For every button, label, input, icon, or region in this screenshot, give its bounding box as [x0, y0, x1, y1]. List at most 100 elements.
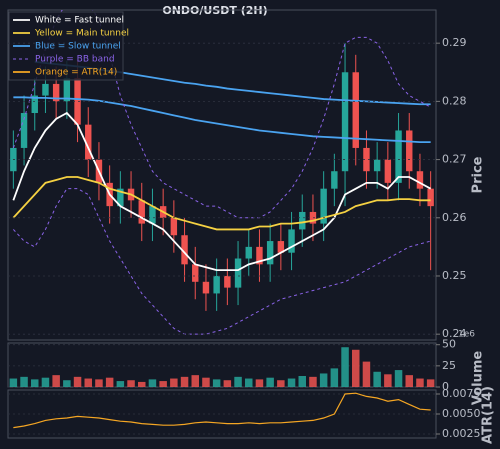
- candle-body: [138, 200, 145, 224]
- volume-bar: [52, 375, 60, 387]
- y-tick-label: 50: [442, 338, 456, 351]
- volume-bar: [148, 379, 157, 387]
- y-tick-label: 0.26: [442, 211, 467, 224]
- candle-body: [427, 188, 434, 207]
- y-tick-label: 25: [442, 359, 456, 372]
- candle-body: [331, 171, 338, 189]
- y-tick-label: 0.0075: [442, 387, 481, 400]
- volume-multiplier: 1e6: [458, 330, 475, 340]
- candle-body: [117, 188, 124, 207]
- volume-bar: [105, 377, 114, 387]
- candle-body: [299, 211, 306, 230]
- candle-body: [373, 159, 381, 172]
- legend-label: White = Fast tunnel: [35, 16, 124, 26]
- candle-body: [74, 78, 81, 125]
- volume-bar: [73, 376, 82, 387]
- y-tick-label: 0.0050: [442, 407, 481, 420]
- candle-body: [224, 275, 231, 288]
- candle-body: [320, 188, 327, 224]
- candle-body: [395, 130, 402, 183]
- candle-body: [341, 72, 349, 172]
- candle-body: [192, 264, 199, 282]
- volume-bar: [41, 377, 50, 387]
- candle-body: [234, 258, 242, 288]
- candle-body: [52, 83, 60, 102]
- volume-bar: [384, 374, 392, 387]
- volume-bar: [9, 378, 18, 387]
- volume-bar: [159, 381, 167, 387]
- legend-label: Orange = ATR(14): [35, 68, 117, 78]
- volume-bar: [95, 379, 103, 387]
- volume-bar: [416, 378, 424, 387]
- volume-bar: [298, 376, 306, 387]
- volume-bar: [20, 376, 28, 387]
- volume-bar: [63, 380, 71, 387]
- candle-body: [63, 78, 71, 102]
- y-tick-label: 0.24: [442, 327, 467, 340]
- candle-body: [181, 235, 188, 265]
- line: [12, 111, 432, 272]
- y-axis-label: Price: [471, 156, 486, 193]
- volume-bar: [362, 361, 371, 387]
- volume-bar: [373, 371, 381, 387]
- volume-bar: [234, 376, 242, 387]
- candle-body: [42, 83, 49, 96]
- candle-body: [288, 229, 295, 253]
- volume-bar: [31, 379, 39, 387]
- candle-body: [406, 130, 413, 172]
- volume-bar: [116, 381, 125, 387]
- atr-axis-label: ATR(14): [481, 386, 496, 444]
- volume-bar: [287, 378, 296, 387]
- volume-bar: [191, 375, 199, 387]
- volume-bar: [255, 379, 264, 387]
- line: [13, 392, 431, 429]
- y-tick-label: 0.0025: [442, 427, 481, 440]
- candle-body: [202, 281, 210, 294]
- candle-body: [416, 171, 424, 189]
- volume-bar: [330, 368, 339, 387]
- candle-body: [384, 159, 392, 183]
- volume-bar: [170, 378, 178, 387]
- candle-body: [31, 95, 38, 114]
- legend-label: Yellow = Main tunnel: [34, 29, 129, 39]
- volume-bar: [352, 349, 360, 387]
- candle-body: [363, 147, 370, 172]
- volume-bar: [245, 378, 253, 387]
- candle-body: [277, 241, 285, 253]
- volume-bar: [266, 377, 274, 387]
- volume-bar: [426, 379, 435, 387]
- y-tick-label: 0.25: [442, 269, 467, 282]
- volume-bar: [309, 376, 317, 387]
- volume-bar: [394, 370, 403, 387]
- main-frame: [7, 9, 437, 341]
- volume-frame: [7, 342, 437, 388]
- plot-area: [10, 10, 434, 335]
- legend-label: Blue = Slow tunnel: [35, 42, 121, 52]
- y-tick-label: 0: [442, 380, 449, 393]
- candle-body: [170, 217, 178, 236]
- volume-bar: [341, 347, 349, 387]
- volume-bar: [223, 380, 232, 387]
- volume-bar: [180, 376, 189, 387]
- candle-body: [266, 241, 274, 265]
- candle-body: [245, 246, 252, 259]
- candle-body: [256, 246, 263, 265]
- volume-bar: [84, 378, 92, 387]
- volume-bar: [202, 377, 210, 387]
- volume-bar: [277, 380, 285, 387]
- line: [13, 96, 431, 144]
- volume-bar: [127, 380, 135, 387]
- candle-body: [149, 206, 156, 224]
- candle-body: [309, 211, 317, 224]
- y-tick-label: 0.28: [442, 94, 467, 107]
- volume-bar: [405, 375, 413, 387]
- volume-bar: [138, 381, 146, 387]
- y-tick-label: 0.27: [442, 153, 467, 166]
- candle-body: [213, 275, 220, 294]
- volume-bar: [319, 373, 328, 387]
- legend-label: Purple = BB band: [35, 55, 115, 65]
- volume-bar: [212, 379, 221, 387]
- candle-body: [85, 124, 92, 160]
- line: [12, 176, 431, 231]
